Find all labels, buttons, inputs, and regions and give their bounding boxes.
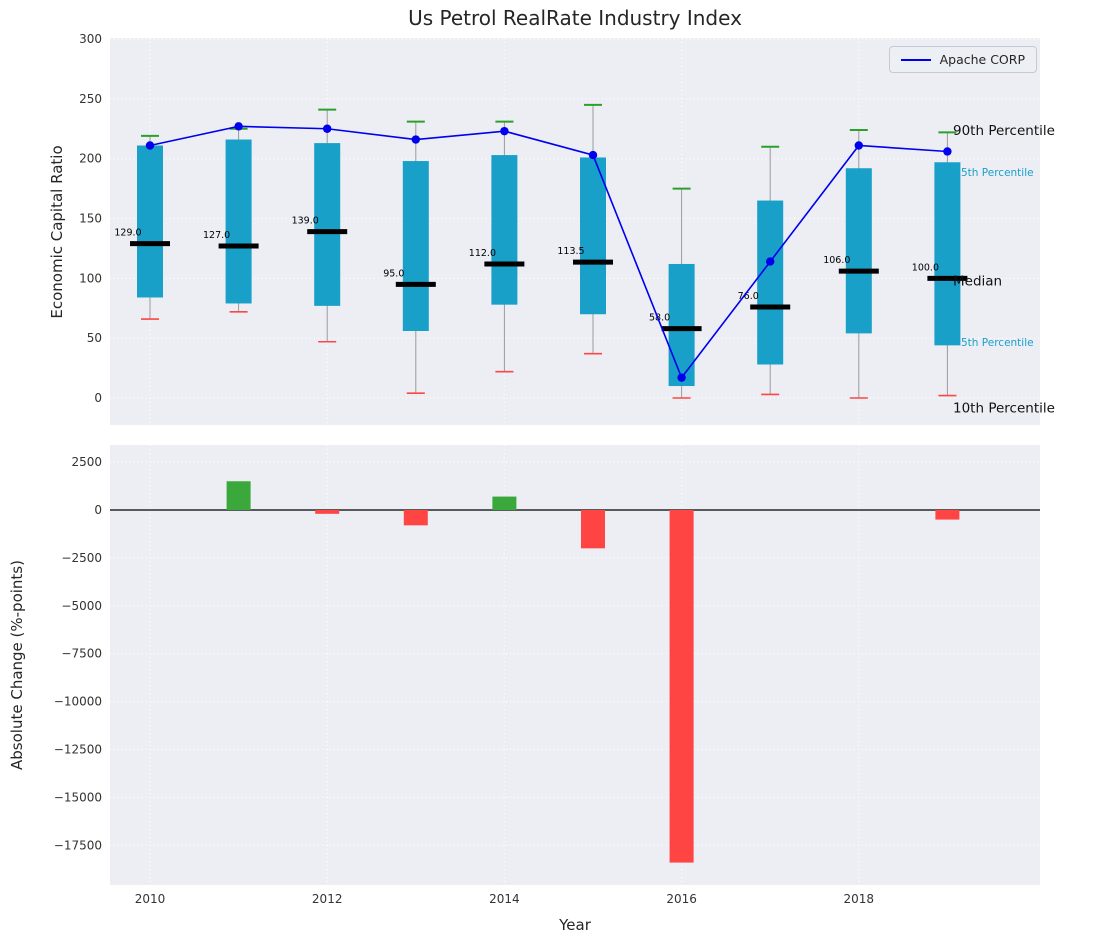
median-value-label-2014: 112.0 <box>469 248 496 259</box>
y-tick-bottom: 2500 <box>71 455 102 469</box>
iqr-box-2019 <box>934 162 961 346</box>
annotation-1: 5th Percentile <box>961 167 1034 179</box>
apache-corp-marker-2019 <box>943 147 952 156</box>
median-value-label-2013: 95.0 <box>383 268 404 279</box>
change-bar-2013 <box>403 510 428 526</box>
x-axis-label: Year <box>559 916 591 934</box>
annotation-3: 5th Percentile <box>961 337 1034 349</box>
apache-corp-marker-2013 <box>411 135 420 144</box>
median-value-label-2019: 100.0 <box>912 262 939 273</box>
y-tick-top: 250 <box>79 92 102 106</box>
y-axis-label-top: Economic Capital Ratio <box>48 145 66 319</box>
legend-line-sample <box>900 58 931 61</box>
chart-title: Us Petrol RealRate Industry Index <box>408 6 742 30</box>
bottom-panel <box>110 445 1040 885</box>
change-bar-2012 <box>315 510 340 514</box>
median-value-label-2012: 139.0 <box>292 216 319 227</box>
y-axis-label-bottom: Absolute Change (%-points) <box>8 560 26 770</box>
x-tick: 2010 <box>135 892 166 906</box>
annotation-0: 90th Percentile <box>953 123 1055 139</box>
y-tick-top: 150 <box>79 211 102 225</box>
x-tick: 2014 <box>489 892 520 906</box>
y-tick-top: 300 <box>79 32 102 46</box>
apache-corp-marker-2018 <box>854 141 863 150</box>
y-tick-bottom: −10000 <box>54 695 102 709</box>
top-panel <box>110 38 1040 425</box>
y-tick-bottom: 0 <box>94 503 102 517</box>
x-tick: 2012 <box>312 892 343 906</box>
legend-label: Apache CORP <box>939 52 1025 67</box>
change-bar-2015 <box>581 510 605 549</box>
change-bar-2016 <box>669 510 694 863</box>
median-value-label-2018: 106.0 <box>823 255 850 266</box>
y-tick-top: 0 <box>94 391 102 405</box>
y-tick-bottom: −2500 <box>61 551 102 565</box>
apache-corp-marker-2016 <box>677 373 686 382</box>
change-bar-2011 <box>226 481 251 510</box>
median-value-label-2016: 58.0 <box>649 313 670 324</box>
y-tick-bottom: −17500 <box>54 838 102 852</box>
apache-corp-marker-2010 <box>145 141 155 150</box>
y-tick-bottom: −12500 <box>54 743 102 757</box>
y-tick-bottom: −5000 <box>61 599 102 613</box>
median-value-label-2010: 129.0 <box>114 228 141 239</box>
y-tick-top: 100 <box>79 271 102 285</box>
iqr-box-2018 <box>845 168 872 334</box>
iqr-box-2014 <box>491 155 518 305</box>
annotation-4: 10th Percentile <box>953 401 1055 417</box>
x-tick: 2016 <box>666 892 697 906</box>
y-tick-bottom: −7500 <box>61 647 102 661</box>
iqr-box-2017 <box>757 200 784 365</box>
apache-corp-marker-2011 <box>234 122 243 131</box>
iqr-box-2016 <box>668 263 695 387</box>
legend: Apache CORP <box>888 46 1037 73</box>
apache-corp-marker-2012 <box>323 124 332 133</box>
median-value-label-2015: 113.5 <box>557 246 584 257</box>
y-tick-top: 200 <box>79 152 102 166</box>
annotation-2: Median <box>953 274 1002 290</box>
apache-corp-line <box>149 125 948 380</box>
iqr-box-2011 <box>225 139 252 304</box>
median-value-label-2017: 76.0 <box>738 291 759 302</box>
apache-corp-marker-2017 <box>766 257 775 266</box>
iqr-box-2015 <box>580 157 606 315</box>
median-value-label-2011: 127.0 <box>203 230 230 241</box>
apache-corp-marker-2015 <box>588 150 598 160</box>
iqr-box-2013 <box>402 161 429 331</box>
apache-corp-marker-2014 <box>500 126 509 136</box>
x-tick: 2018 <box>844 892 875 906</box>
iqr-box-2012 <box>314 143 341 306</box>
change-bar-2014 <box>492 496 517 510</box>
iqr-box-2010 <box>137 145 163 298</box>
y-tick-bottom: −15000 <box>54 790 102 804</box>
change-bar-2019 <box>935 510 960 520</box>
y-tick-top: 50 <box>87 331 102 345</box>
